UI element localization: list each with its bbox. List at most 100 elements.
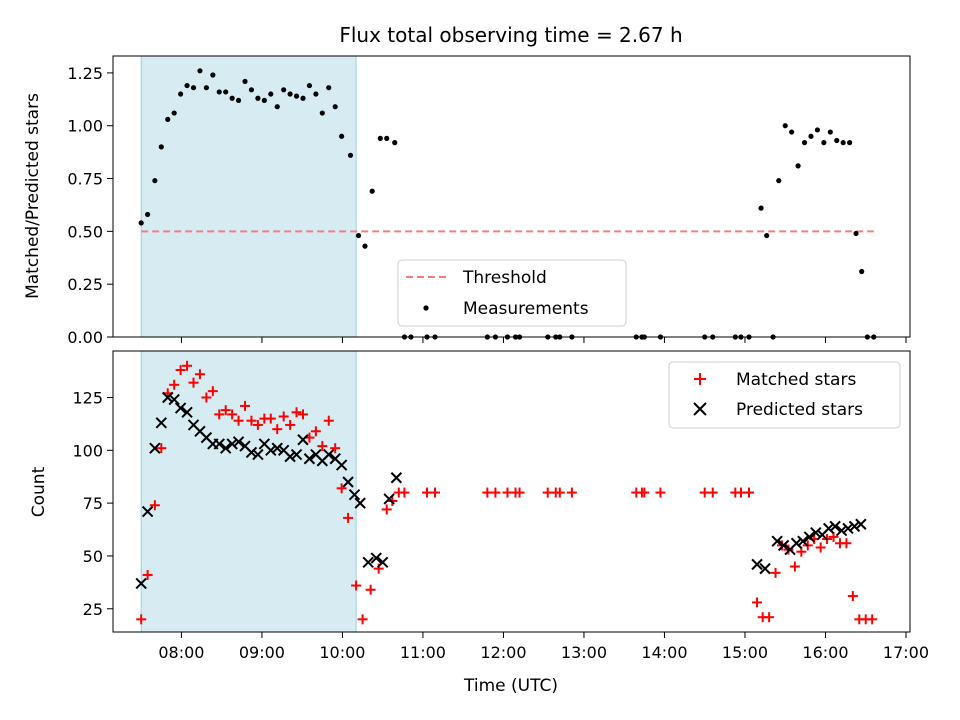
predicted-star-point	[376, 556, 389, 568]
predicted-star-point	[155, 417, 168, 429]
predicted-star-point	[842, 522, 854, 535]
predicted-star-point	[271, 442, 283, 454]
y-tick-label: 50	[83, 547, 103, 566]
x-tick-label: 15:00	[722, 643, 768, 662]
predicted-star-point	[342, 476, 354, 488]
measurement-point	[152, 178, 158, 184]
y-tick-label: 100	[72, 441, 103, 460]
predicted-star-point	[771, 535, 783, 547]
measurement-point	[203, 85, 209, 91]
predicted-star-point	[790, 537, 803, 549]
measurement-point	[332, 104, 338, 110]
y-tick-label: 0.50	[67, 222, 103, 241]
matched-star-point	[841, 538, 852, 549]
measurement-point	[827, 129, 833, 135]
matched-star-point	[220, 405, 231, 416]
measurement-point	[197, 68, 203, 74]
measurement-point	[184, 82, 190, 89]
top-legend: Threshold Measurements	[397, 259, 627, 327]
y-tick-label: 1.25	[67, 64, 103, 83]
measurement-point	[764, 232, 770, 239]
matched-star-point	[182, 360, 193, 371]
matched-star-point	[847, 591, 858, 602]
predicted-star-point	[362, 556, 374, 568]
bottom-legend: Matched stars Predicted stars	[668, 361, 901, 429]
measurement-point	[274, 104, 280, 110]
measurement-point	[801, 140, 808, 146]
predicted-star-point	[751, 558, 763, 571]
y-tick-label: 0.00	[67, 328, 103, 347]
matched-star-point	[655, 487, 666, 498]
measurement-point	[859, 268, 865, 275]
predicted-star-point	[284, 450, 296, 463]
measurement-point	[178, 91, 184, 97]
measurement-point	[789, 129, 795, 135]
predicted-star-point	[174, 402, 187, 414]
matched-star-point	[867, 614, 878, 625]
predicted-star-point	[141, 505, 154, 518]
count-panel: 25 50 75 100 125 08:00 09:00 10:00 11:00 12:00 13:…	[29, 350, 929, 696]
legend-predicted-swatch	[693, 402, 707, 416]
predicted-star-point	[383, 493, 395, 505]
matched-star-point	[752, 597, 763, 608]
legend-measurements-swatch	[423, 305, 429, 311]
measurement-point	[384, 135, 390, 141]
matched-star-point	[317, 441, 328, 452]
measurement-point	[808, 133, 814, 139]
predicted-star-point	[219, 442, 232, 454]
matched-star-point	[639, 487, 650, 498]
bottom-data-marks	[135, 360, 878, 625]
bottom-axis-ticks: 25 50 75 100 125 08:00 09:00 10:00 11:00 12:00 13:…	[72, 388, 929, 662]
top-data-marks	[138, 68, 877, 340]
predicted-star-point	[226, 438, 238, 450]
predicted-star-point	[370, 552, 382, 564]
predicted-star-point	[213, 438, 225, 450]
top-legend-box	[397, 259, 627, 327]
predicted-star-point	[829, 520, 841, 533]
measurement-point	[138, 220, 144, 226]
predicted-star-point	[323, 448, 335, 461]
measurement-point	[377, 135, 383, 141]
top-axes-frame	[112, 55, 911, 338]
matched-star-point	[381, 504, 392, 515]
measurement-point	[248, 87, 255, 93]
matched-star-point	[815, 542, 826, 553]
measurement-point	[339, 133, 345, 139]
measurement-point	[355, 232, 362, 239]
legend-threshold-label: Threshold	[462, 268, 547, 288]
matched-star-point	[240, 400, 251, 411]
matched-star-point	[272, 424, 283, 435]
measurement-point	[255, 95, 261, 101]
predicted-star-point	[348, 488, 361, 501]
measurement-point	[847, 140, 853, 146]
legend-matched-swatch	[694, 373, 706, 385]
matched-star-point	[490, 487, 501, 498]
legend-measurements-label: Measurements	[463, 299, 589, 319]
measurement-point	[362, 243, 368, 249]
matched-star-point	[194, 369, 205, 380]
matched-star-point	[136, 614, 147, 625]
y-tick-label: 75	[83, 494, 103, 513]
matched-star-point	[291, 407, 302, 418]
x-tick-label: 12:00	[480, 643, 526, 662]
matched-star-point	[285, 419, 296, 430]
measurement-point	[369, 188, 375, 194]
x-axis-label: Time (UTC)	[463, 676, 558, 696]
matched-star-point	[399, 487, 410, 498]
measurement-point	[347, 152, 354, 158]
bottom-y-axis-label: Count	[29, 466, 49, 517]
matched-star-point	[169, 379, 180, 390]
predicted-star-point	[168, 393, 180, 406]
measurement-point	[326, 85, 332, 91]
measurement-point	[795, 163, 801, 169]
predicted-star-point	[803, 531, 816, 543]
matched-star-point	[514, 487, 525, 498]
measurement-point	[261, 97, 267, 103]
matched-star-point	[201, 392, 212, 403]
measurement-point	[306, 82, 313, 89]
measurement-point	[210, 72, 216, 78]
measurement-point	[834, 137, 840, 144]
matched-star-point	[351, 580, 362, 591]
predicted-star-point	[777, 539, 790, 552]
